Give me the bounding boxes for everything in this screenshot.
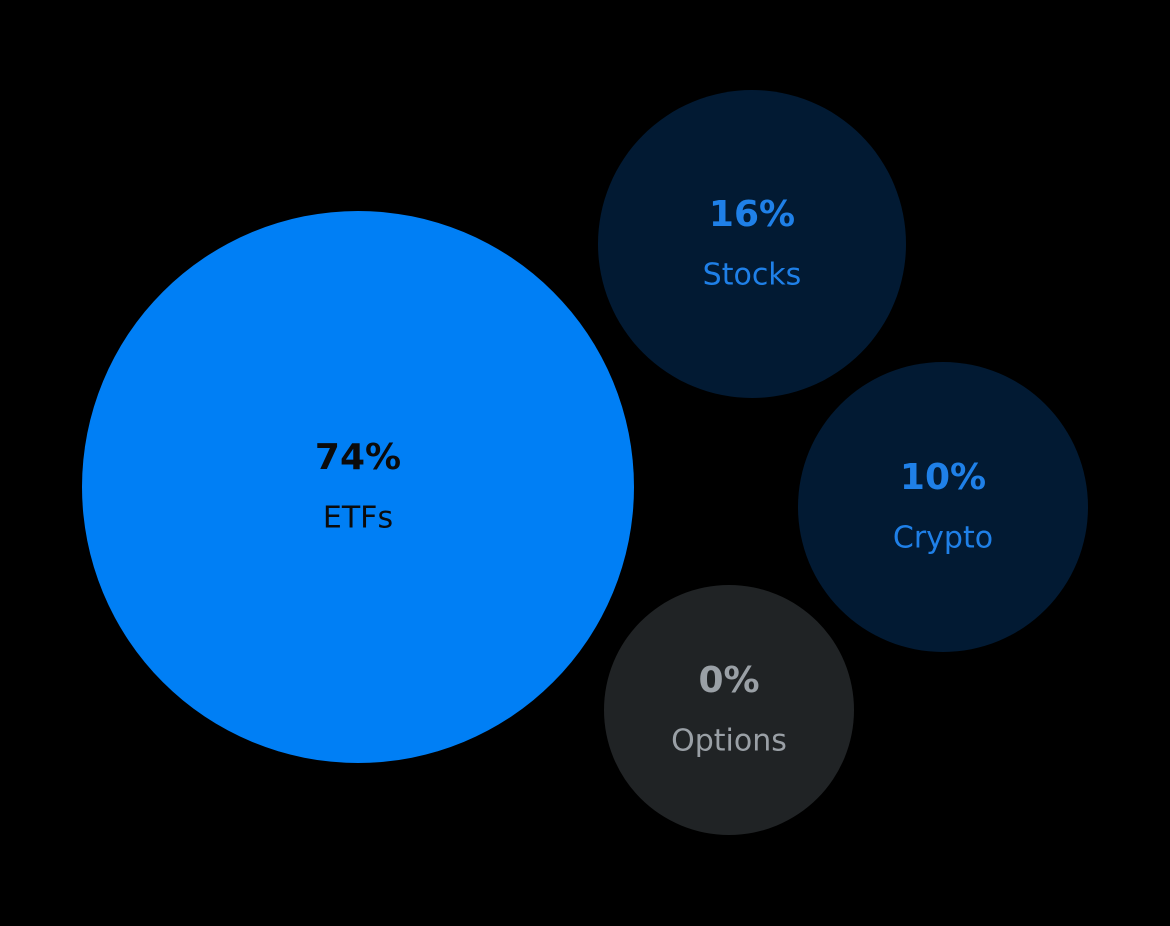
category-label: Options: [671, 724, 787, 759]
value-label: 0%: [698, 660, 759, 701]
bubble: [598, 90, 906, 398]
value-label: 10%: [900, 457, 986, 498]
value-label: 16%: [709, 194, 795, 235]
bubble: [82, 211, 634, 763]
category-label: ETFs: [323, 501, 393, 536]
category-label: Crypto: [893, 521, 993, 556]
value-label: 74%: [315, 437, 401, 478]
bubble: [798, 362, 1088, 652]
category-label: Stocks: [703, 258, 802, 293]
bubble: [604, 585, 854, 835]
